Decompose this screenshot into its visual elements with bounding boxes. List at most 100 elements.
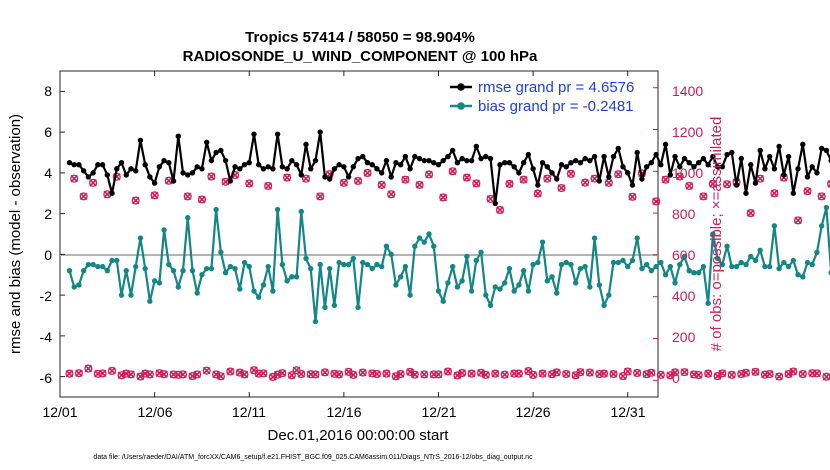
rmse-point — [743, 190, 749, 196]
obs-possible-marker — [207, 172, 216, 181]
rmse-point — [535, 182, 541, 188]
bias-point — [539, 239, 546, 245]
obs-assimilated-marker — [221, 177, 230, 186]
rmse-point — [563, 164, 569, 170]
bias-point — [76, 282, 82, 288]
rmse-point — [412, 153, 418, 160]
bias-point — [610, 259, 617, 266]
x-tick-label: 12/11 — [232, 404, 266, 420]
rmse-point — [284, 166, 290, 172]
obs-possible-marker — [429, 370, 438, 379]
obs-possible-marker — [363, 168, 372, 178]
obs-assimilated-marker — [491, 369, 500, 378]
obs-possible-marker — [803, 187, 812, 196]
bias-point — [719, 261, 726, 268]
obs-assimilated-marker — [420, 370, 429, 379]
bias-point — [293, 274, 300, 280]
legend-bias-label: bias grand pr = -0.2481 — [478, 98, 634, 115]
obs-assimilated-marker — [240, 370, 249, 379]
bias-point — [416, 235, 423, 241]
data-file-footnote: data file: /Users/raeder/DAI/ATM_forcXX/… — [93, 454, 533, 461]
rmse-point — [364, 159, 371, 166]
obs-assimilated-marker — [581, 178, 589, 187]
rmse-point — [662, 141, 669, 148]
bias-point — [379, 263, 385, 270]
rmse-point — [809, 164, 815, 170]
obs-assimilated-marker — [65, 369, 74, 378]
obs-possible-marker — [775, 372, 784, 381]
rmse-point — [766, 153, 773, 160]
obs-assimilated-marker — [600, 369, 608, 378]
obs-assimilated-marker — [297, 370, 306, 378]
rmse-point — [397, 162, 404, 168]
obs-assimilated-marker — [803, 187, 812, 195]
bias-point — [208, 265, 215, 272]
bias-point — [705, 300, 711, 306]
rmse-point — [185, 172, 191, 178]
legend-rmse-label: rmse grand pr = 4.6576 — [478, 79, 634, 96]
obs-assimilated-marker — [543, 174, 552, 183]
bias-point — [596, 282, 603, 288]
rmse-point — [293, 162, 300, 168]
rmse-point — [672, 153, 678, 160]
obs-assimilated-marker — [79, 192, 88, 201]
bias-point — [393, 282, 399, 288]
rmse-point — [549, 170, 555, 176]
plot-area — [59, 70, 659, 398]
obs-possible-marker — [84, 364, 93, 373]
bias-point — [549, 274, 555, 280]
obs-possible-marker — [107, 366, 117, 375]
bias-point — [118, 292, 125, 298]
bias-point — [90, 261, 96, 268]
bias-point — [132, 263, 139, 270]
rmse-point — [251, 131, 257, 137]
bias-point — [345, 261, 352, 268]
bias-point — [729, 263, 735, 270]
obs-assimilated-marker — [751, 368, 760, 376]
bias-point — [80, 267, 87, 274]
obs-possible-marker — [562, 369, 571, 379]
rmse-point — [298, 172, 304, 178]
bias-point — [232, 265, 238, 272]
obs-assimilated-marker — [605, 179, 613, 187]
obs-assimilated-marker — [500, 370, 509, 379]
bias-point — [402, 263, 409, 270]
bias-point — [582, 263, 588, 270]
rmse-point — [757, 147, 763, 154]
bias-point — [710, 231, 716, 237]
obs-possible-marker — [538, 369, 547, 378]
obs-possible-marker — [827, 179, 830, 188]
bias-point — [502, 280, 508, 286]
obs-assimilated-marker — [117, 371, 126, 380]
rmse-point — [464, 157, 470, 164]
rmse-point — [800, 141, 806, 148]
bias-point — [606, 292, 612, 298]
obs-assimilated-marker — [212, 370, 220, 379]
bias-point — [804, 259, 811, 266]
bias-point — [795, 272, 801, 278]
obs-possible-marker — [708, 179, 717, 188]
rmse-point — [99, 162, 106, 168]
rmse-point — [208, 157, 215, 164]
rmse-point — [620, 164, 626, 170]
obs-assimilated-marker — [198, 195, 206, 204]
obs-assimilated-marker — [179, 370, 187, 379]
obs-possible-marker — [576, 368, 585, 377]
obs-possible-marker — [131, 196, 140, 205]
obs-possible-marker — [727, 370, 736, 379]
obs-assimilated-marker — [562, 370, 570, 378]
bias-point — [185, 215, 191, 221]
obs-possible-marker — [316, 192, 325, 201]
bias-point — [743, 261, 749, 268]
x-tick-label: 12/06 — [137, 404, 172, 420]
bias-point — [142, 265, 148, 272]
rmse-point — [516, 170, 522, 176]
obs-assimilated-marker — [373, 370, 381, 378]
obs-assimilated-marker — [794, 216, 802, 225]
obs-assimilated-marker — [136, 372, 145, 381]
bias-point — [445, 280, 451, 286]
bias-point — [558, 261, 565, 268]
bias-point — [748, 253, 754, 260]
obs-assimilated-marker — [359, 368, 367, 377]
obs-assimilated-marker — [567, 170, 575, 178]
